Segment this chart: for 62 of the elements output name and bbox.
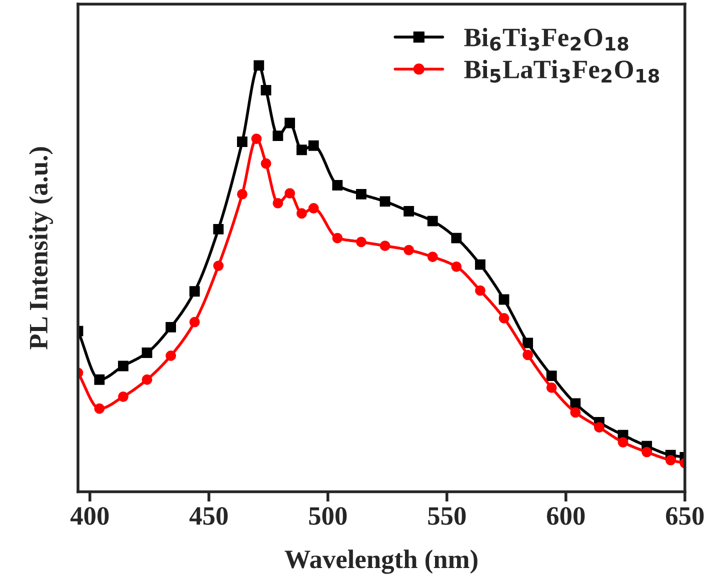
legend-label: Bi$_{6}$Ti$_{3}$Fe$_{2}$O$_{18}$	[464, 28, 628, 51]
point	[142, 348, 152, 358]
point	[260, 158, 272, 169]
point	[594, 422, 604, 433]
point	[404, 206, 414, 216]
point	[272, 130, 284, 142]
point	[166, 322, 176, 332]
y-axis-title: PL Intensity (a.u.)	[28, 147, 53, 350]
x-tick-label: 600	[547, 507, 585, 525]
point	[284, 118, 296, 128]
legend-label: Bi$_{5}$LaTi$_{3}$Fe$_{2}$O$_{18}$	[464, 60, 660, 83]
point	[260, 84, 272, 96]
point	[213, 224, 224, 234]
point	[251, 134, 262, 144]
point	[427, 216, 438, 226]
point	[642, 446, 652, 458]
point	[189, 286, 200, 297]
point	[570, 398, 581, 409]
point	[284, 188, 296, 199]
point	[332, 180, 343, 190]
point	[522, 350, 534, 360]
point	[254, 60, 264, 71]
point	[404, 244, 414, 256]
point	[94, 374, 105, 385]
point	[546, 382, 557, 393]
point	[498, 313, 510, 324]
point	[296, 144, 307, 156]
point	[308, 203, 319, 214]
point	[427, 252, 438, 262]
point	[118, 360, 128, 372]
point	[166, 350, 176, 361]
point	[213, 260, 224, 272]
point	[332, 232, 343, 244]
point	[570, 407, 581, 418]
point	[475, 285, 486, 296]
point	[451, 232, 462, 244]
point	[522, 338, 534, 348]
x-axis-title: Wavelength (nm)	[284, 550, 478, 574]
point	[546, 370, 557, 381]
point	[356, 188, 366, 200]
point	[237, 136, 248, 147]
point	[237, 188, 248, 200]
point	[308, 140, 319, 151]
point	[296, 208, 307, 219]
point	[272, 198, 284, 208]
point	[94, 403, 105, 414]
point	[451, 261, 462, 272]
point	[189, 316, 200, 328]
point	[142, 374, 152, 385]
x-tick-label: 400	[70, 507, 109, 525]
x-tick-label: 650	[666, 507, 704, 525]
x-tick-label: 450	[189, 507, 228, 525]
point	[498, 294, 510, 305]
point	[665, 454, 676, 466]
point	[118, 391, 128, 402]
point	[356, 236, 366, 248]
x-tick-label: 500	[309, 507, 347, 525]
point	[380, 240, 390, 251]
point	[475, 259, 486, 270]
point	[618, 437, 628, 448]
point	[380, 196, 390, 207]
x-tick-label: 550	[428, 507, 466, 525]
